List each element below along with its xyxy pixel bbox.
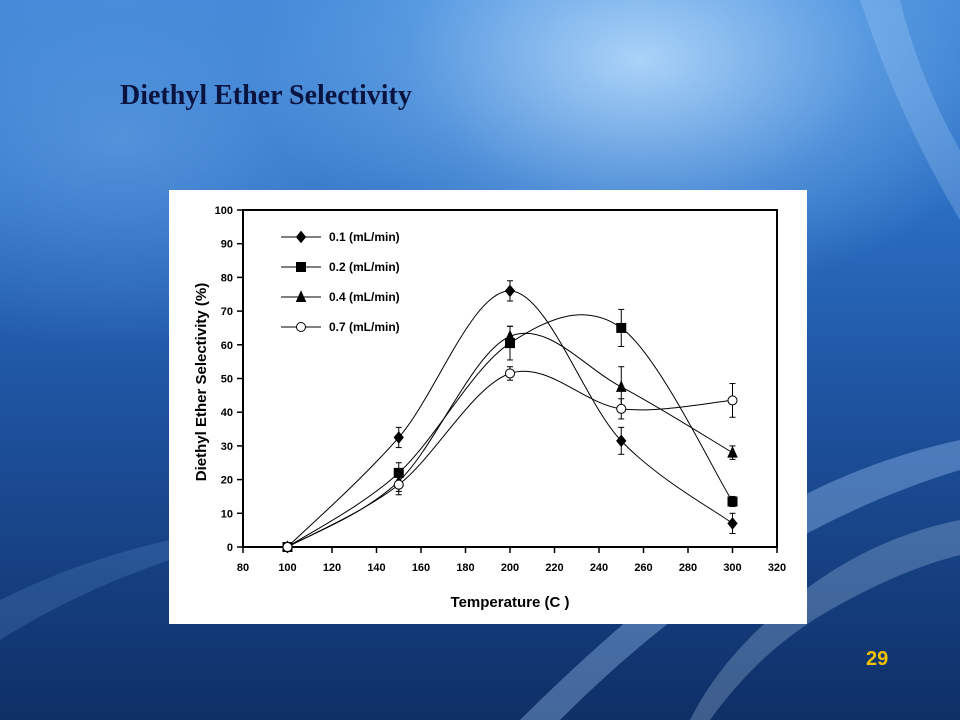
data-point — [393, 479, 404, 490]
x-tick-label: 240 — [590, 562, 608, 574]
data-point — [504, 284, 516, 298]
x-tick-label: 320 — [768, 562, 786, 574]
x-tick-label: 220 — [545, 562, 563, 574]
x-tick-label: 180 — [456, 562, 474, 574]
slide-title: Diethyl Ether Selectivity — [120, 80, 412, 111]
y-tick-label: 0 — [227, 542, 233, 554]
data-point — [727, 517, 738, 530]
y-tick-label: 50 — [221, 374, 233, 386]
legend-entry: 0.2 (mL/min) — [329, 260, 400, 274]
y-tick-label: 30 — [221, 441, 233, 453]
y-axis-title: Diethyl Ether Selectivity (%) — [193, 283, 210, 481]
data-points — [282, 284, 738, 554]
legend-marker — [296, 262, 306, 272]
y-tick-label: 90 — [221, 239, 233, 251]
x-tick-label: 200 — [501, 562, 519, 574]
chart-panel: 80 100 120 140 160 180 200 220 240 260 280 300 320 0 1… — [169, 190, 807, 624]
legend-marker — [295, 290, 307, 302]
data-point — [727, 445, 738, 458]
data-point — [282, 542, 293, 552]
data-point — [615, 380, 627, 392]
data-point — [616, 403, 627, 414]
x-tick-label: 260 — [634, 562, 652, 574]
series-line — [287, 370, 733, 548]
x-tick-label: 80 — [237, 562, 249, 574]
y-tick-label: 60 — [221, 340, 233, 352]
y-tick-label: 80 — [221, 272, 233, 284]
page-number: 29 — [866, 648, 889, 670]
data-point — [727, 496, 738, 507]
data-point — [504, 329, 516, 342]
y-tick-label: 10 — [221, 508, 233, 520]
x-tick-label: 100 — [278, 562, 296, 574]
data-point — [616, 434, 627, 448]
axes: 80 100 120 140 160 180 200 220 240 260 280 300 320 0 1… — [215, 205, 787, 574]
x-tick-label: 300 — [723, 562, 741, 574]
x-axis-title: Temperature (C ) — [451, 594, 570, 611]
data-point — [727, 395, 738, 406]
x-tick-label: 140 — [367, 562, 385, 574]
legend-marker — [296, 322, 306, 332]
y-tick-label: 40 — [221, 407, 233, 419]
y-tick-label: 70 — [221, 306, 233, 318]
chart: 80 100 120 140 160 180 200 220 240 260 280 300 320 0 1… — [193, 205, 787, 611]
x-tick-label: 280 — [679, 562, 697, 574]
legend-entry: 0.4 (mL/min) — [329, 290, 400, 304]
data-point — [616, 322, 627, 333]
legend: 0.1 (mL/min) 0.2 (mL/min) 0.4 (mL/min) 0.7 … — [281, 230, 400, 334]
series-line — [287, 332, 733, 548]
legend-marker — [295, 230, 307, 244]
data-point — [393, 431, 404, 444]
x-tick-label: 160 — [412, 562, 430, 574]
legend-entry: 0.7 (mL/min) — [329, 320, 400, 334]
y-tick-label: 100 — [215, 205, 233, 217]
legend-entry: 0.1 (mL/min) — [329, 230, 400, 244]
x-tick-label: 120 — [323, 562, 341, 574]
data-point — [505, 368, 515, 379]
y-tick-label: 20 — [221, 475, 233, 487]
